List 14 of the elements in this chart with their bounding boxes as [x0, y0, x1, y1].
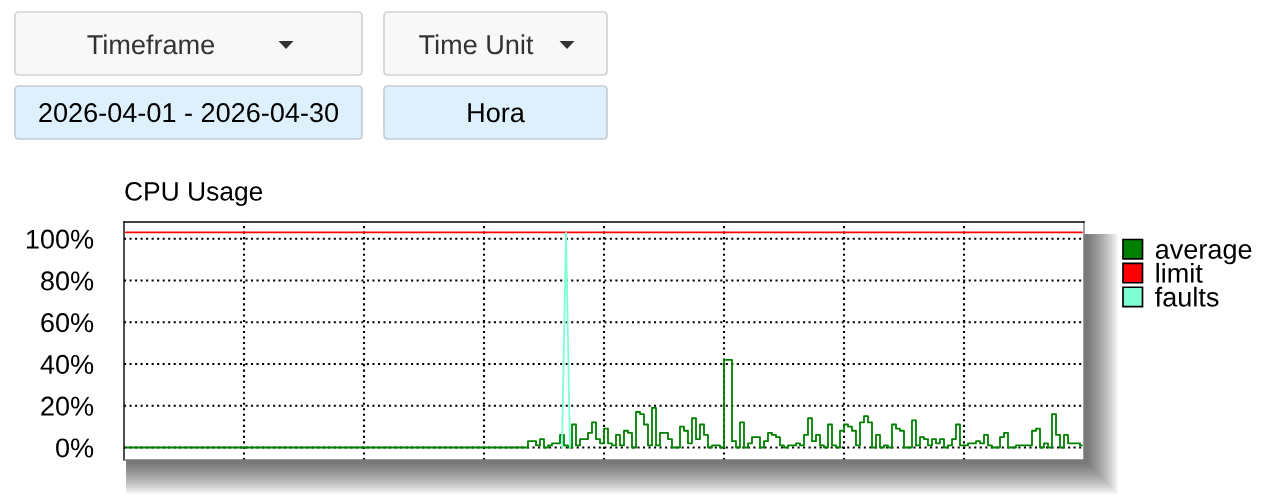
y-tick-label: 40% [40, 354, 94, 375]
text: 2026-04-01 - 2026-04-30 [39, 103, 339, 123]
legend-label: average [1155, 244, 1252, 265]
y-tick-label: 20% [41, 396, 94, 416]
y-tick-label: 60% [41, 313, 94, 333]
chart-title: CPU Usage [125, 182, 263, 206]
y-tick-label: 100% [26, 229, 94, 249]
y-tick-label: 0% [56, 438, 94, 458]
text: Time Unit [419, 34, 534, 55]
legend-label: faults [1155, 286, 1219, 307]
y-tick-label: 80% [41, 271, 94, 291]
legend-label: limit [1156, 262, 1203, 283]
text: Timeframe [87, 34, 214, 55]
text: Hora [468, 103, 525, 123]
